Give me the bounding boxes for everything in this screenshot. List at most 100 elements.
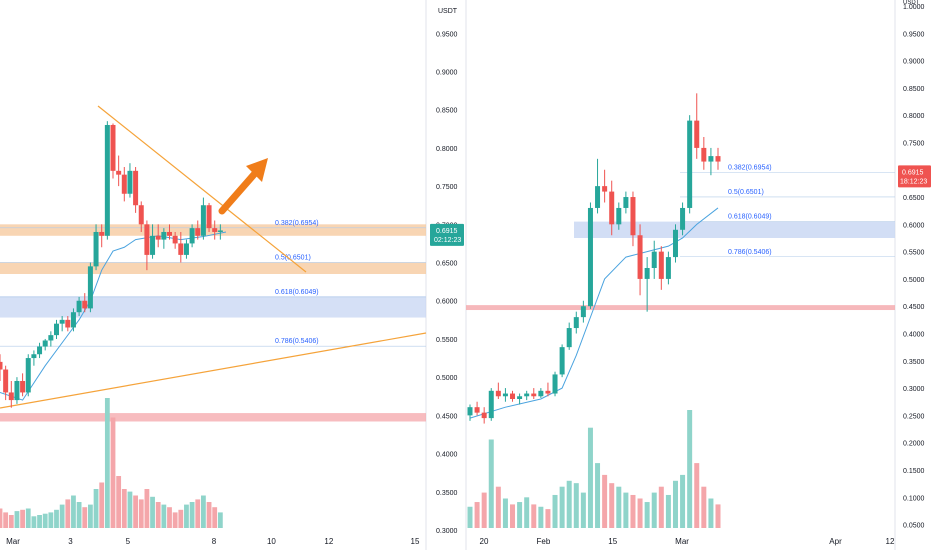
candle[interactable] <box>559 344 565 378</box>
candle[interactable] <box>552 371 558 397</box>
candle[interactable] <box>715 147 721 170</box>
candle[interactable] <box>517 393 523 405</box>
candle[interactable] <box>495 382 501 399</box>
candle[interactable] <box>127 163 133 198</box>
candle[interactable] <box>637 224 643 296</box>
candle[interactable] <box>0 354 3 381</box>
candle[interactable] <box>694 93 700 159</box>
candle[interactable] <box>178 231 184 263</box>
y-tick-label: 0.7500 <box>436 184 458 191</box>
candle[interactable] <box>538 388 544 398</box>
candle[interactable] <box>3 365 9 401</box>
zone-3[interactable] <box>0 413 426 422</box>
candle[interactable] <box>70 308 76 332</box>
candle[interactable] <box>161 228 167 249</box>
y-tick-label: 0.5000 <box>436 375 458 382</box>
candle[interactable] <box>623 191 629 214</box>
candle[interactable] <box>609 180 615 236</box>
candle[interactable] <box>183 239 189 259</box>
breakout-arrow-icon[interactable] <box>218 158 268 215</box>
zone-0[interactable] <box>574 221 895 238</box>
volume-bar <box>155 502 161 528</box>
left-chart-panel[interactable]: 0.382(0.6954) 0.5(0.6501) 0.618(0.6049) 0.7… <box>0 0 427 550</box>
candle[interactable] <box>133 167 139 213</box>
candle[interactable] <box>524 390 530 401</box>
candle[interactable] <box>48 331 54 347</box>
y-tick-label: 0.3000 <box>903 386 925 393</box>
candle[interactable] <box>189 224 195 248</box>
moving-average-line[interactable] <box>469 207 719 419</box>
candle[interactable] <box>665 251 671 285</box>
fib-label: 0.382(0.6954) <box>728 164 772 171</box>
candle[interactable] <box>481 407 487 424</box>
candle[interactable] <box>602 169 608 203</box>
candle[interactable] <box>99 224 105 248</box>
candle[interactable] <box>687 115 693 214</box>
candle[interactable] <box>87 262 93 313</box>
candle[interactable] <box>502 388 508 402</box>
candle[interactable] <box>587 202 593 309</box>
candle[interactable] <box>488 388 494 421</box>
candle[interactable] <box>580 300 586 323</box>
candle[interactable] <box>110 123 116 179</box>
candle[interactable] <box>680 202 686 236</box>
right-price-axis[interactable]: 1.00000.95000.90000.85000.80000.75000.70… <box>898 0 931 530</box>
candle[interactable] <box>474 401 480 416</box>
volume-bar <box>559 486 565 528</box>
candle[interactable] <box>104 121 110 240</box>
candle[interactable] <box>644 257 650 312</box>
candle[interactable] <box>150 224 156 259</box>
y-tick-label: 0.9500 <box>436 31 458 38</box>
candle[interactable] <box>93 224 99 271</box>
candle[interactable] <box>25 354 31 397</box>
right-chart-panel[interactable]: 0.382(0.6954) 0.5(0.6501) 0.618(0.6049) 0.7… <box>465 0 896 550</box>
volume-bar <box>531 504 537 528</box>
candle[interactable] <box>20 373 26 397</box>
candle[interactable] <box>651 240 657 279</box>
candle[interactable] <box>630 191 636 247</box>
candle[interactable] <box>138 201 144 232</box>
candle[interactable] <box>467 404 473 421</box>
left-price-axis[interactable]: USDT0.95000.90000.85000.80000.75000.7000… <box>430 8 464 535</box>
candle[interactable] <box>595 158 601 214</box>
y-tick-label: 0.6500 <box>436 261 458 268</box>
trendlines[interactable] <box>0 105 427 409</box>
zone-1[interactable] <box>466 305 895 311</box>
candle[interactable] <box>144 220 150 271</box>
x-tick-label: Apr <box>829 537 842 546</box>
candle[interactable] <box>172 231 178 249</box>
candle[interactable] <box>14 377 20 404</box>
candle[interactable] <box>116 155 122 187</box>
candle[interactable] <box>206 202 212 232</box>
candle[interactable] <box>155 224 161 248</box>
candle[interactable] <box>37 342 43 359</box>
candle[interactable] <box>573 311 579 334</box>
volume-bar <box>88 504 93 528</box>
candle[interactable] <box>54 319 59 339</box>
candle[interactable] <box>212 220 218 240</box>
candle[interactable] <box>42 338 48 351</box>
candle[interactable] <box>616 202 622 230</box>
candle[interactable] <box>701 137 707 170</box>
candle[interactable] <box>200 197 206 240</box>
candle[interactable] <box>65 316 71 332</box>
candle[interactable] <box>531 388 537 399</box>
candle[interactable] <box>708 147 714 176</box>
candle[interactable] <box>545 382 551 397</box>
volume-bar <box>167 507 172 528</box>
candle[interactable] <box>217 224 223 240</box>
candle[interactable] <box>510 390 516 402</box>
candle[interactable] <box>566 322 572 350</box>
candle[interactable] <box>167 224 172 240</box>
candle[interactable] <box>195 220 201 240</box>
candle[interactable] <box>8 380 14 408</box>
candle[interactable] <box>121 167 127 202</box>
candle[interactable] <box>672 224 678 263</box>
zone-1[interactable] <box>0 262 426 274</box>
candle[interactable] <box>658 246 664 290</box>
zone-2[interactable] <box>0 296 426 318</box>
candle[interactable] <box>76 296 82 317</box>
candle[interactable] <box>82 293 88 313</box>
candle[interactable] <box>31 350 37 366</box>
candle[interactable] <box>59 316 65 332</box>
